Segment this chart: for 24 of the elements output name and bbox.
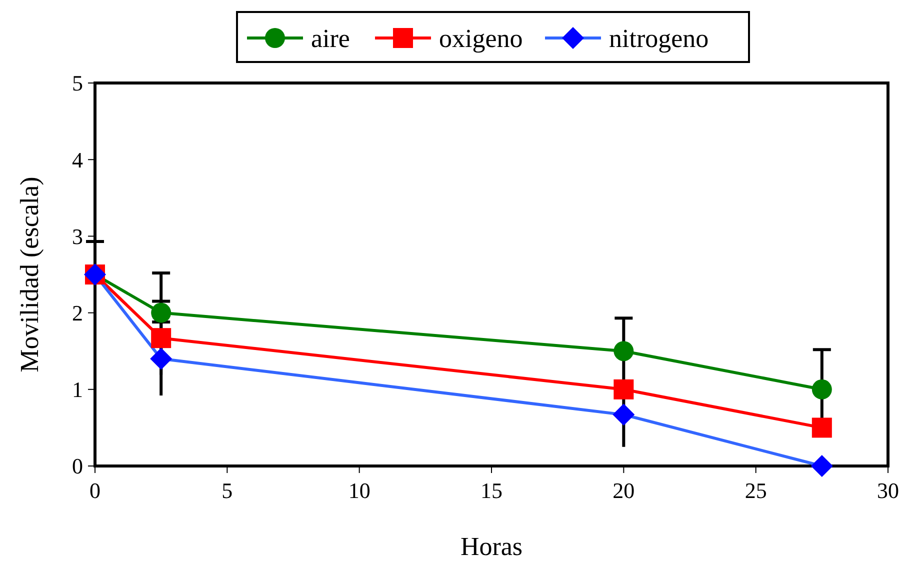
point	[812, 379, 832, 400]
x-tick-label: 25	[744, 478, 767, 503]
x-tick-label: 10	[348, 478, 370, 503]
x-tick-label: 0	[90, 478, 100, 503]
y-tick-label: 2	[72, 300, 83, 326]
y-tick-label: 1	[72, 377, 83, 402]
x-tick-label: 20	[612, 478, 635, 503]
x-axis-title: Horas	[460, 532, 523, 561]
x-tick-label: 15	[480, 478, 502, 503]
x-tick-label: 30	[877, 478, 899, 503]
point	[614, 341, 634, 362]
point	[151, 302, 172, 323]
y-tick-label: 0	[72, 454, 83, 479]
legend-label: aire	[311, 24, 350, 54]
y-tick-label: 3	[72, 224, 83, 249]
y-tick-label: 4	[72, 147, 83, 172]
point	[812, 418, 832, 438]
y-axis-title: Movilidad (escala)	[15, 176, 44, 372]
y-tick-label: 5	[72, 70, 83, 96]
legend-label: nitrogeno	[609, 24, 709, 54]
x-tick-label: 5	[222, 478, 233, 503]
point	[614, 379, 634, 400]
legend-label: oxigeno	[439, 24, 523, 54]
point	[151, 328, 172, 348]
